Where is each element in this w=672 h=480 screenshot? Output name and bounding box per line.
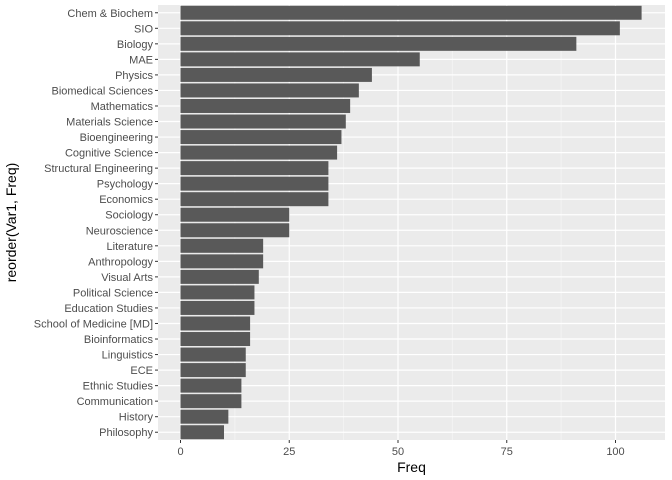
y-tick-label: School of Medicine [MD] [34,318,153,330]
x-tick-label: 100 [606,446,624,458]
bar [180,161,329,176]
y-tick-label: Education Studies [64,303,153,315]
x-tick-label: 25 [283,446,295,458]
y-tick-label: Structural Engineering [44,163,153,175]
bar [180,114,346,129]
bar [180,378,242,393]
x-tick-label: 75 [501,446,513,458]
y-tick-label: Biology [117,39,154,51]
bar [180,409,229,424]
bar [180,207,290,222]
bar [180,67,372,82]
bar [180,21,620,36]
y-tick-label: Linguistics [102,350,154,362]
bar [180,52,420,67]
bar [180,36,577,51]
y-tick-label: ECE [130,365,153,377]
y-tick-label: Cognitive Science [65,148,153,160]
y-tick-label: Economics [99,194,153,206]
x-axis-title: Freq [397,459,426,475]
y-tick-label: Bioinformatics [84,334,154,346]
y-tick-label: Biomedical Sciences [52,85,154,97]
bar [180,83,359,98]
bars [180,5,642,440]
bar [180,223,290,238]
bar [180,316,251,331]
y-tick-label: Ethnic Studies [83,381,154,393]
bar [180,192,329,207]
y-tick-label: Visual Arts [101,272,153,284]
y-tick-label: Mathematics [91,101,154,113]
y-tick-label: Psychology [97,179,154,191]
y-axis-ticks: Chem & Biochem SIO Biology MAE Physics Biomed… [34,8,158,439]
y-tick-label: Anthropology [88,256,153,268]
bar [180,5,642,20]
x-tick-label: 0 [177,446,183,458]
bar [180,269,259,284]
y-tick-label: Communication [77,396,153,408]
y-tick-label: History [119,412,154,424]
bar [180,238,264,253]
y-tick-label: Sociology [105,210,153,222]
y-tick-label: SIO [134,23,153,35]
bar [180,98,351,113]
y-tick-label: Chem & Biochem [67,8,153,20]
bar [180,394,242,409]
bar [180,332,251,347]
bar [180,347,246,362]
y-axis-title: reorder(Var1, Freq) [3,163,19,283]
bar [180,425,224,440]
y-tick-label: MAE [129,54,153,66]
y-tick-label: Philosophy [99,427,153,439]
y-tick-label: Physics [115,70,153,82]
x-tick-label: 50 [392,446,404,458]
bar [180,363,246,378]
bar [180,145,338,160]
y-tick-label: Neuroscience [86,225,153,237]
bar [180,254,264,269]
x-axis-ticks: 0 25 50 75 100 [177,440,625,458]
y-tick-label: Materials Science [66,117,153,129]
bar [180,300,255,315]
bar [180,285,255,300]
y-tick-label: Literature [107,241,153,253]
y-tick-label: Political Science [73,287,153,299]
y-tick-label: Bioengineering [80,132,153,144]
bar [180,176,329,191]
bar [180,130,342,145]
